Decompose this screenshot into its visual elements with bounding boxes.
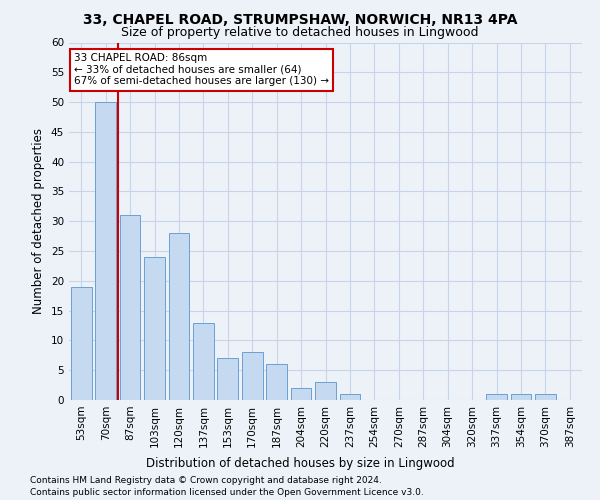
Bar: [119, 216, 140, 400]
Bar: [217, 358, 238, 400]
Bar: [535, 394, 556, 400]
Bar: [71, 287, 92, 400]
Bar: [95, 102, 116, 400]
Bar: [340, 394, 361, 400]
Bar: [266, 364, 287, 400]
Bar: [290, 388, 311, 400]
Y-axis label: Number of detached properties: Number of detached properties: [32, 128, 46, 314]
Bar: [315, 382, 336, 400]
Bar: [242, 352, 263, 400]
Text: Contains HM Land Registry data © Crown copyright and database right 2024.: Contains HM Land Registry data © Crown c…: [30, 476, 382, 485]
Bar: [144, 257, 165, 400]
Bar: [193, 322, 214, 400]
Text: 33, CHAPEL ROAD, STRUMPSHAW, NORWICH, NR13 4PA: 33, CHAPEL ROAD, STRUMPSHAW, NORWICH, NR…: [83, 12, 517, 26]
Text: Size of property relative to detached houses in Lingwood: Size of property relative to detached ho…: [121, 26, 479, 39]
Bar: [511, 394, 532, 400]
Bar: [486, 394, 507, 400]
Bar: [169, 233, 190, 400]
Text: Contains public sector information licensed under the Open Government Licence v3: Contains public sector information licen…: [30, 488, 424, 497]
Text: 33 CHAPEL ROAD: 86sqm
← 33% of detached houses are smaller (64)
67% of semi-deta: 33 CHAPEL ROAD: 86sqm ← 33% of detached …: [74, 53, 329, 86]
Text: Distribution of detached houses by size in Lingwood: Distribution of detached houses by size …: [146, 458, 454, 470]
